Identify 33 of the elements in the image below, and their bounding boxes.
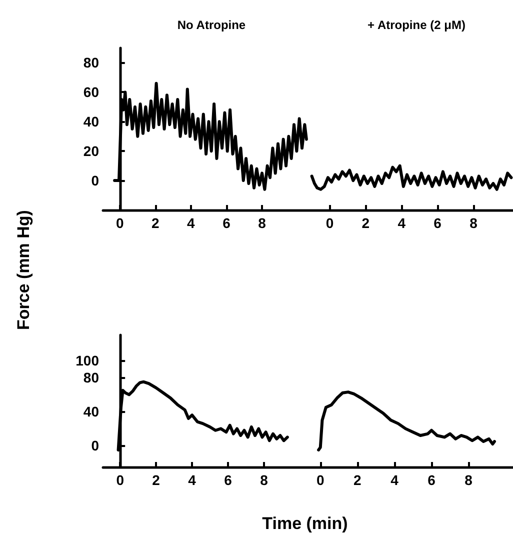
x-tick-label: 8 bbox=[260, 472, 268, 488]
y-tick-label: 80 bbox=[83, 370, 100, 386]
y-tick-label: 40 bbox=[83, 404, 100, 420]
y-tick-label: 80 bbox=[83, 54, 100, 71]
x-tick-label: 2 bbox=[354, 472, 362, 488]
x-tick-label: 8 bbox=[470, 215, 478, 231]
x-tick-label: 8 bbox=[258, 215, 266, 231]
x-tick-label: 6 bbox=[222, 215, 231, 231]
x-tick-label: 4 bbox=[398, 215, 406, 231]
x-tick-label: 2 bbox=[152, 215, 160, 231]
x-tick-label: 2 bbox=[362, 215, 370, 231]
chart-title: + Atropine (2 μM) bbox=[368, 18, 466, 32]
x-tick-label: 8 bbox=[464, 472, 473, 488]
x-tick-label: 2 bbox=[152, 472, 160, 488]
x-tick-label: 6 bbox=[434, 215, 442, 231]
x-tick-label: 0 bbox=[316, 472, 324, 488]
x-tick-label: 4 bbox=[188, 472, 196, 488]
x-axis-title: Time (min) bbox=[262, 514, 348, 534]
x-tick-label: 6 bbox=[224, 472, 232, 488]
y-tick-label: 0 bbox=[91, 172, 100, 189]
y-axis-title: Force (mm Hg) bbox=[14, 210, 34, 330]
x-tick-label: 6 bbox=[428, 472, 436, 488]
y-tick-label: 40 bbox=[83, 114, 100, 130]
x-tick-label: 4 bbox=[390, 472, 399, 488]
y-tick-label: 100 bbox=[76, 352, 100, 369]
y-tick-label: 20 bbox=[83, 143, 100, 160]
x-tick-label: 0 bbox=[116, 215, 124, 231]
x-tick-label: 0 bbox=[326, 215, 334, 231]
x-tick-label: 4 bbox=[187, 215, 196, 231]
y-tick-label: 60 bbox=[83, 84, 100, 100]
x-tick-label: 0 bbox=[116, 472, 124, 488]
y-tick-label: 0 bbox=[91, 438, 100, 454]
chart-title: No Atropine bbox=[177, 18, 246, 32]
